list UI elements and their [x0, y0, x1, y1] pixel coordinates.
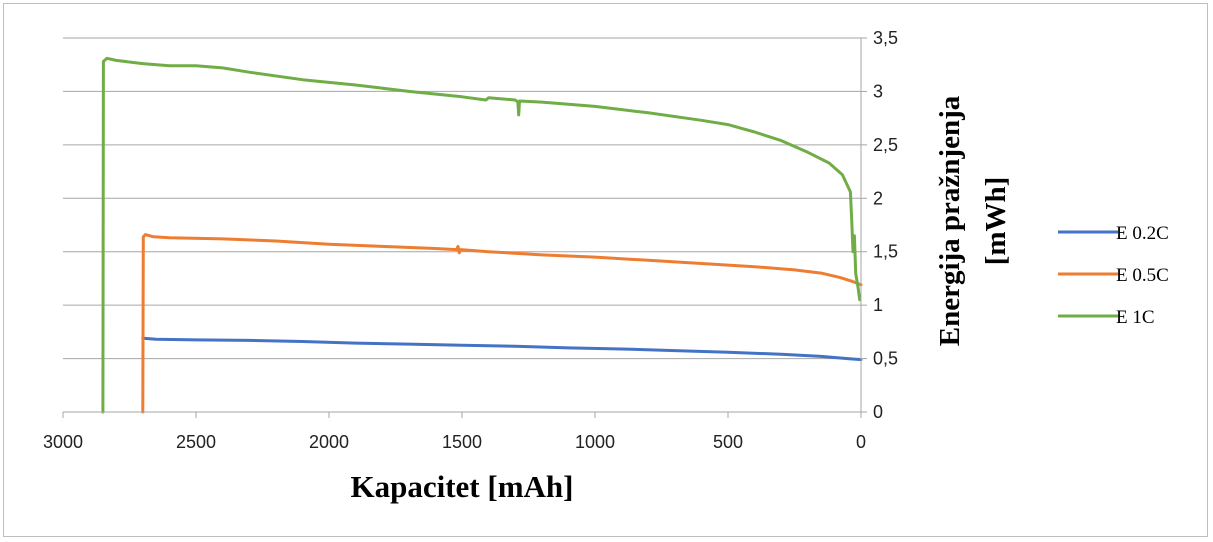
- y-tick-label: 1: [873, 295, 883, 315]
- y-tick-label: 0,5: [873, 349, 898, 369]
- y-axis-title: Energija pražnjenja [mWh]: [934, 95, 1012, 346]
- y-tick-labels: 0 0,5 1 1,5 2 2,5 3 3,5: [873, 28, 898, 422]
- x-tick-label: 1500: [442, 432, 482, 452]
- y-tick-label: 1,5: [873, 242, 898, 262]
- y-axis-title-line1: Energija pražnjenja: [934, 95, 966, 346]
- x-tick-label: 1000: [575, 432, 615, 452]
- x-tick-label: 2500: [176, 432, 216, 452]
- x-tick-label: 0: [856, 432, 866, 452]
- x-tick-label: 3000: [43, 432, 83, 452]
- y-tick-label: 3: [873, 81, 883, 101]
- series-line-e-1c: [101, 56, 862, 414]
- series-line-e-0-2c: [141, 336, 863, 362]
- axes: [62, 37, 867, 418]
- x-tick-labels: 3000 2500 2000 1500 1000 500 0: [43, 432, 866, 452]
- legend-label: E 1C: [1116, 307, 1155, 328]
- y-tick-label: 0: [873, 402, 883, 422]
- gridlines: [63, 37, 861, 360]
- series-lines: [101, 56, 863, 414]
- series-line-e-0-5c: [141, 233, 863, 414]
- legend: E 0.2C E 0.5C E 1C: [1058, 223, 1169, 328]
- y-tick-label: 3,5: [873, 28, 898, 48]
- chart-frame: [3, 3, 1208, 537]
- x-axis-title: Kapacitet [mAh]: [351, 469, 574, 504]
- legend-label: E 0.5C: [1116, 265, 1169, 286]
- y-tick-label: 2,5: [873, 135, 898, 155]
- x-tick-label: 2000: [309, 432, 349, 452]
- y-axis-title-line2: [mWh]: [980, 177, 1012, 266]
- x-tick-label: 500: [713, 432, 743, 452]
- legend-label: E 0.2C: [1116, 223, 1169, 244]
- y-tick-label: 2: [873, 188, 883, 208]
